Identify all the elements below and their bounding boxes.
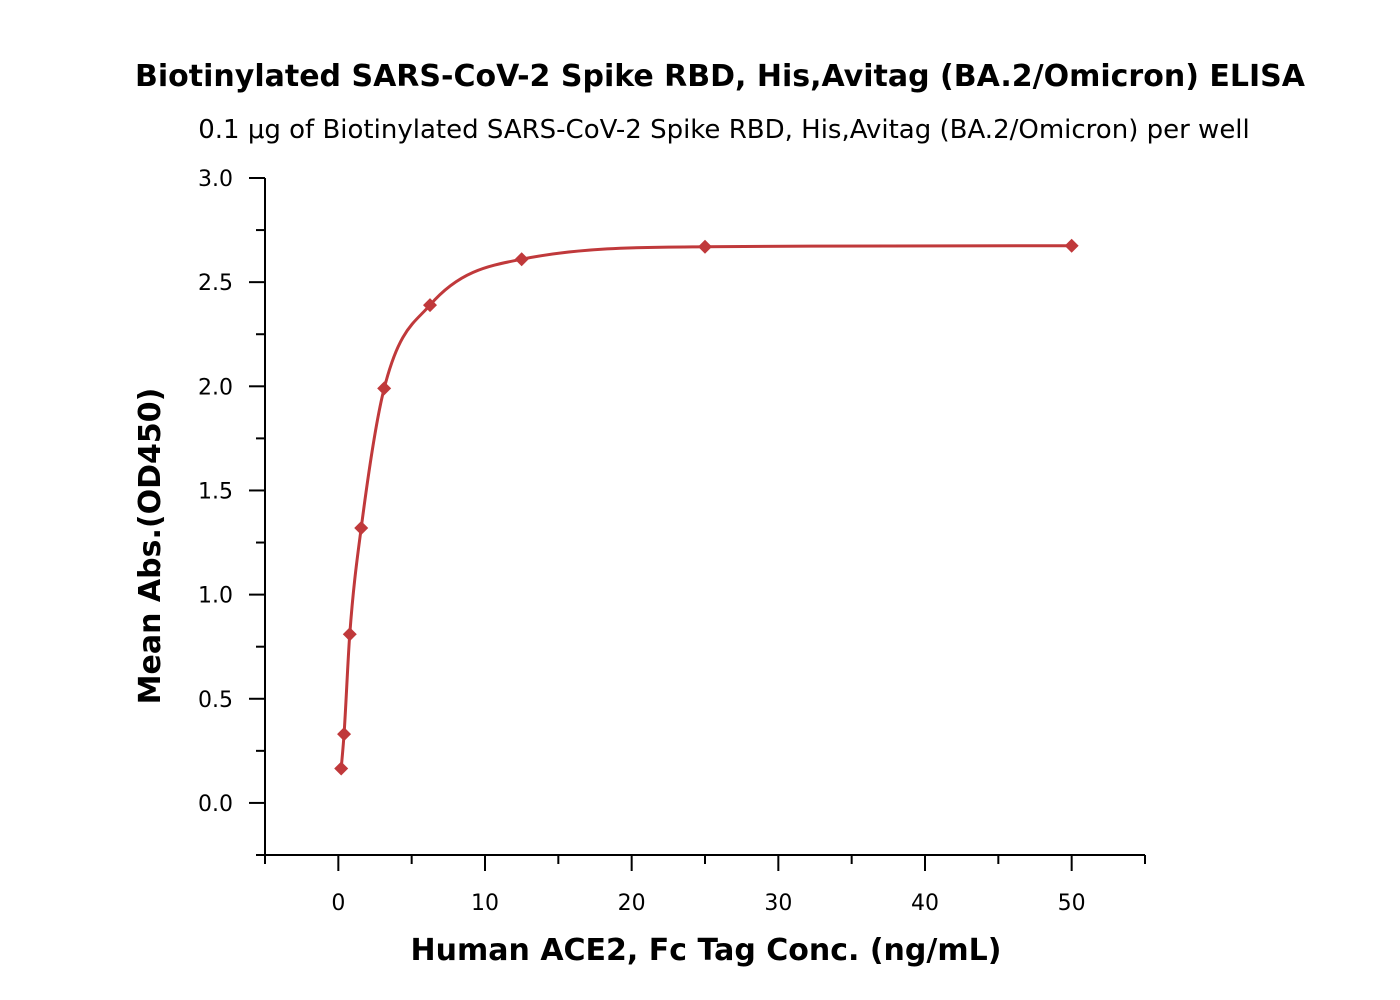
fit-curve-line	[339, 244, 1072, 769]
chart-subtitle: 0.1 μg of Biotinylated SARS-CoV-2 Spike …	[198, 115, 1250, 145]
data-point	[337, 727, 352, 742]
x-tick-label: 20	[618, 891, 646, 916]
x-tick-label: 30	[764, 891, 792, 916]
data-point	[354, 520, 369, 535]
y-tick-label: 1.5	[198, 479, 233, 504]
data-point	[1064, 238, 1079, 253]
x-tick-label: 50	[1058, 891, 1086, 916]
data-point	[377, 381, 392, 396]
x-tick-label: 10	[471, 891, 499, 916]
data-point	[514, 252, 529, 267]
data-point	[698, 239, 712, 254]
data-point	[334, 761, 349, 776]
y-tick-label: 0.0	[198, 792, 233, 817]
x-axis-label: Human ACE2, Fc Tag Conc. (ng/mL)	[411, 933, 1002, 968]
x-tick-label: 0	[331, 891, 345, 916]
axes: 0.0 0.5 1.0 1.5 2.0 2.5 3.0 0 10 20 30 40 50	[198, 167, 1146, 916]
plot-area	[334, 238, 1079, 776]
y-tick-label: 3.0	[198, 167, 233, 192]
data-point	[342, 627, 357, 642]
y-tick-label: 2.0	[198, 375, 233, 400]
y-axis-label: Mean Abs.(OD450)	[133, 388, 168, 705]
y-tick-label: 0.5	[198, 688, 233, 713]
data-point	[423, 298, 437, 313]
y-tick-label: 1.0	[198, 584, 233, 609]
x-tick-label: 40	[911, 891, 939, 916]
y-tick-label: 2.5	[198, 271, 233, 296]
chart-title: Biotinylated SARS-CoV-2 Spike RBD, His,A…	[135, 59, 1306, 94]
